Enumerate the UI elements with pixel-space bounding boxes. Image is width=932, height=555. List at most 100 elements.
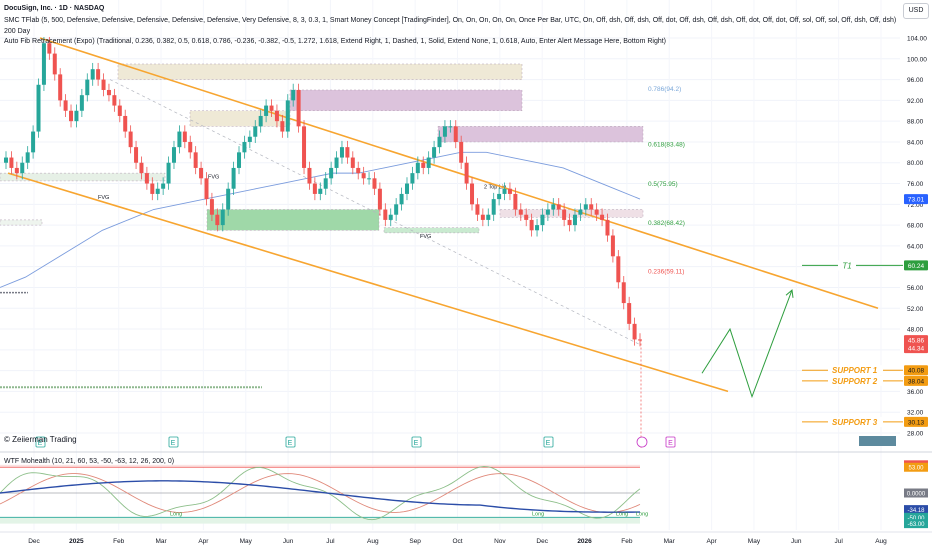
oversold-band xyxy=(0,517,640,524)
indicator-smc-label[interactable]: SMC TFlab (5, 500, Defensive, Defensive,… xyxy=(4,17,897,24)
candle-body xyxy=(14,167,19,174)
candle-body xyxy=(464,162,469,184)
price-tick-label: 68.00 xyxy=(907,223,924,230)
candle-body xyxy=(161,183,166,189)
candle-body xyxy=(610,235,615,257)
oscillator-label[interactable]: WTF Mohealth (10, 21, 60, 53, -50, -63, … xyxy=(4,458,175,465)
candle-body xyxy=(491,199,496,215)
fib-level-label: 0.618(83.48) xyxy=(648,142,685,149)
oscillator-badge-text: -63.00 xyxy=(907,522,925,528)
earnings-marker-upcoming xyxy=(665,436,676,448)
candle-body xyxy=(638,339,642,341)
channel-upper-line xyxy=(39,37,879,310)
candle-body xyxy=(562,209,567,220)
price-tick-label: 92.00 xyxy=(907,98,924,105)
candle-body xyxy=(545,209,550,215)
candle-body xyxy=(377,188,382,210)
candle-body xyxy=(171,147,176,163)
candle-body xyxy=(106,89,111,96)
time-tick-label: Sep xyxy=(409,538,421,545)
overbought-band xyxy=(0,464,640,468)
indicator-fib-label[interactable]: Auto Fib Retracement (Expo) (Traditional… xyxy=(4,38,667,45)
candle-body xyxy=(410,173,415,184)
supply-zone xyxy=(117,63,523,80)
time-axis: Dec 2025 Feb Mar Apr May Jun Jul Aug Sep Oct Nov Dec… xyxy=(28,538,887,545)
candle-body xyxy=(583,204,588,210)
price-badge-text: 40.08 xyxy=(908,368,925,375)
candle-body xyxy=(307,167,312,184)
price-tick-label: 52.00 xyxy=(907,306,924,313)
price-badge-text: 45.86 xyxy=(908,338,925,345)
candle-body xyxy=(269,105,274,111)
time-tick-label: Feb xyxy=(113,538,125,545)
candle-body xyxy=(69,110,74,122)
candle-body xyxy=(193,152,198,168)
symbol-title[interactable]: DocuSign, Inc. · 1D · NASDAQ xyxy=(4,5,105,12)
candle-body xyxy=(339,147,344,158)
oscillator-fast xyxy=(0,466,641,521)
price-badge-bg xyxy=(904,260,928,271)
earnings-marker xyxy=(35,436,46,448)
candle-body xyxy=(36,84,41,132)
time-tick-label: Oct xyxy=(452,538,462,545)
indicator-sma-label[interactable]: 200 Day xyxy=(4,28,31,35)
time-tick-label: Feb xyxy=(621,538,633,545)
zone-annotation: 2 Top Liq xyxy=(484,185,506,191)
candle-body xyxy=(123,115,128,132)
candle-body xyxy=(480,214,485,220)
fib-level-label: 0.786(94.2) xyxy=(648,86,681,93)
oscillator-badge-bg xyxy=(904,462,928,472)
candle-body xyxy=(63,100,68,111)
candle-body xyxy=(442,126,447,137)
price-tick-label: 104.00 xyxy=(907,36,927,43)
price-badge-text: 60.24 xyxy=(908,263,925,270)
candle-body xyxy=(632,323,637,340)
candle-body xyxy=(231,167,236,189)
candle-body xyxy=(20,162,25,174)
projection-arrowhead xyxy=(785,289,794,298)
earnings-marker-letter: E xyxy=(171,440,176,447)
price-badge-bg xyxy=(904,375,928,386)
price-tick-label: 28.00 xyxy=(907,431,924,438)
price-badge-text: 38.04 xyxy=(908,378,925,385)
earnings-marker xyxy=(411,436,422,448)
candle-body xyxy=(507,188,512,194)
long-signal-label: Long xyxy=(636,511,648,517)
candle-body xyxy=(627,303,632,324)
candle-body xyxy=(150,183,155,194)
candle-body xyxy=(139,162,144,174)
candle-body xyxy=(318,188,323,194)
time-tick-label: Jul xyxy=(834,538,843,545)
earnings-marker xyxy=(285,436,296,448)
candle-body xyxy=(85,79,90,96)
price-tick-label: 72.00 xyxy=(907,202,924,209)
candle-body xyxy=(399,193,404,205)
price-tick-label: 100.00 xyxy=(907,56,927,63)
candle-body xyxy=(166,162,171,184)
candle-body xyxy=(96,69,101,80)
candle-body xyxy=(383,209,388,220)
candle-body xyxy=(9,157,14,168)
earnings-marker-letter: E xyxy=(546,440,551,447)
candle-body xyxy=(220,209,225,226)
price-channel xyxy=(7,37,879,393)
candle-body xyxy=(264,105,269,116)
support-label-bg xyxy=(828,416,883,427)
price-badge-bg xyxy=(904,343,928,354)
candle-body xyxy=(605,219,610,236)
currency-button[interactable]: USD xyxy=(903,3,929,19)
candle-body xyxy=(578,209,583,215)
candle-body xyxy=(188,141,193,153)
price-badge-text: 73.01 xyxy=(908,197,925,204)
time-tick-label: Mar xyxy=(664,538,676,545)
candle-body xyxy=(345,147,350,158)
candle-body xyxy=(616,256,621,283)
supply-zone xyxy=(437,126,644,143)
oscillator-badge-bg xyxy=(904,488,928,498)
earnings-marker-letter: E xyxy=(414,440,419,447)
time-tick-label: Jul xyxy=(326,538,335,545)
